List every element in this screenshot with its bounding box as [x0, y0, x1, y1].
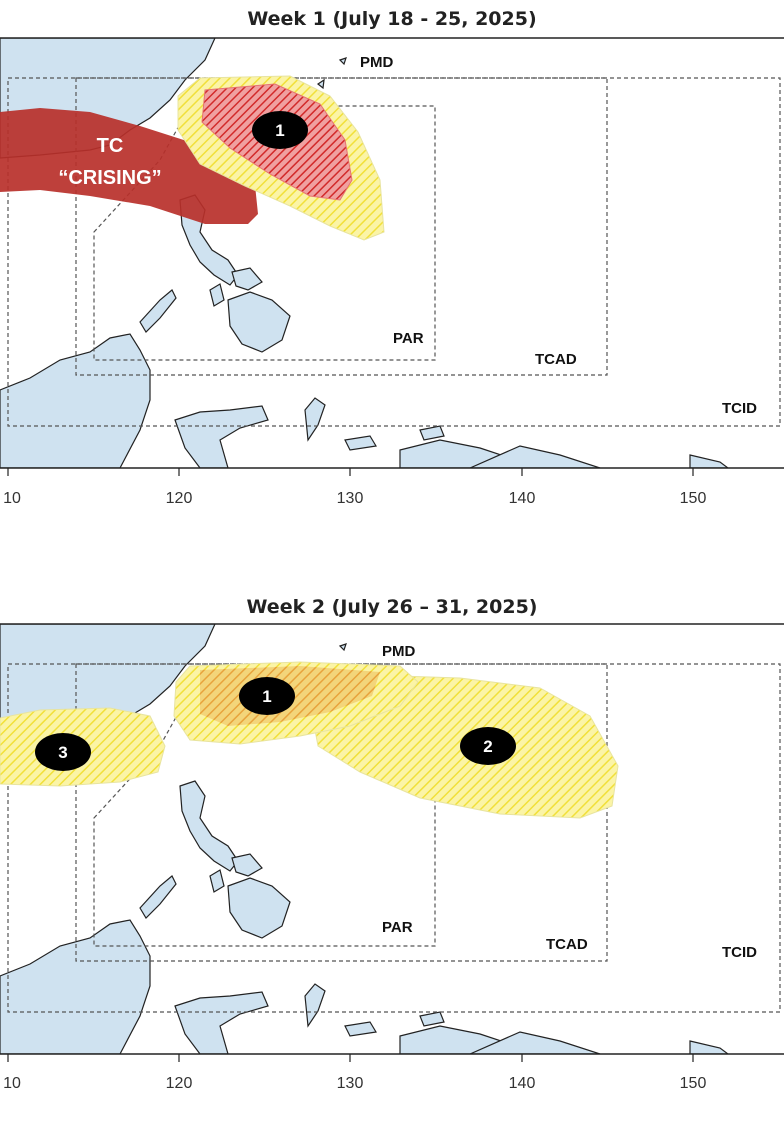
week1-map: TC “CRISING” 1 PMD PAR TCAD TCID 10 120 … [0, 37, 784, 507]
week2-panel: Week 2 (July 26 – 31, 2025) [0, 586, 784, 1124]
area-marker [35, 733, 91, 771]
tc-label-line2: “CRISING” [58, 167, 161, 189]
area-marker [460, 727, 516, 765]
week1-title: Week 1 (July 18 - 25, 2025) [247, 8, 537, 30]
tcad-label: TCAD [546, 936, 588, 953]
area-marker [239, 677, 295, 715]
tick-label: 130 [337, 1075, 364, 1092]
area-marker [252, 111, 308, 149]
week1-panel: Week 1 (July 18 - 25, 2025) [0, 0, 784, 540]
pmd-label: PMD [382, 643, 416, 660]
week1-area-1[interactable]: 1 [177, 75, 385, 241]
area-marker-label: 2 [483, 737, 492, 756]
tcid-boundary [7, 77, 781, 427]
tick-label: 140 [509, 1075, 536, 1092]
area-marker-label: 1 [275, 121, 284, 140]
week2-area-1[interactable]: 1 [173, 661, 419, 745]
par-label: PAR [393, 330, 424, 347]
week2-area-3[interactable]: 3 [0, 707, 166, 787]
tick-label: 140 [509, 490, 536, 507]
tick-label: 130 [337, 490, 364, 507]
tick-label: 10 [3, 1075, 21, 1092]
tcad-boundary [75, 77, 608, 376]
longitude-axis [7, 1054, 694, 1062]
tick-label: 120 [166, 490, 193, 507]
week2-map: 3 2 1 PMD PAR TCAD TCID 10 120 [0, 623, 784, 1092]
tick-label: 150 [680, 1075, 707, 1092]
tcid-label: TCID [722, 400, 757, 417]
landmass [0, 38, 729, 468]
tc-label-line1: TC [97, 135, 124, 157]
area-marker-label: 3 [58, 743, 67, 762]
tcad-label: TCAD [535, 351, 577, 368]
tick-label: 120 [166, 1075, 193, 1092]
boundaries [7, 77, 781, 427]
longitude-axis [7, 468, 694, 476]
par-label: PAR [382, 919, 413, 936]
tick-label: 150 [680, 490, 707, 507]
week2-title: Week 2 (July 26 – 31, 2025) [246, 596, 538, 618]
tcid-boundary [7, 663, 781, 1013]
tc-crising-track [0, 108, 258, 224]
pmd-label: PMD [360, 54, 394, 71]
area-marker-label: 1 [262, 687, 271, 706]
tcad-boundary [75, 663, 608, 962]
tcid-label: TCID [722, 944, 757, 961]
boundaries [7, 663, 781, 1013]
tick-label: 10 [3, 490, 21, 507]
landmass [0, 624, 729, 1054]
